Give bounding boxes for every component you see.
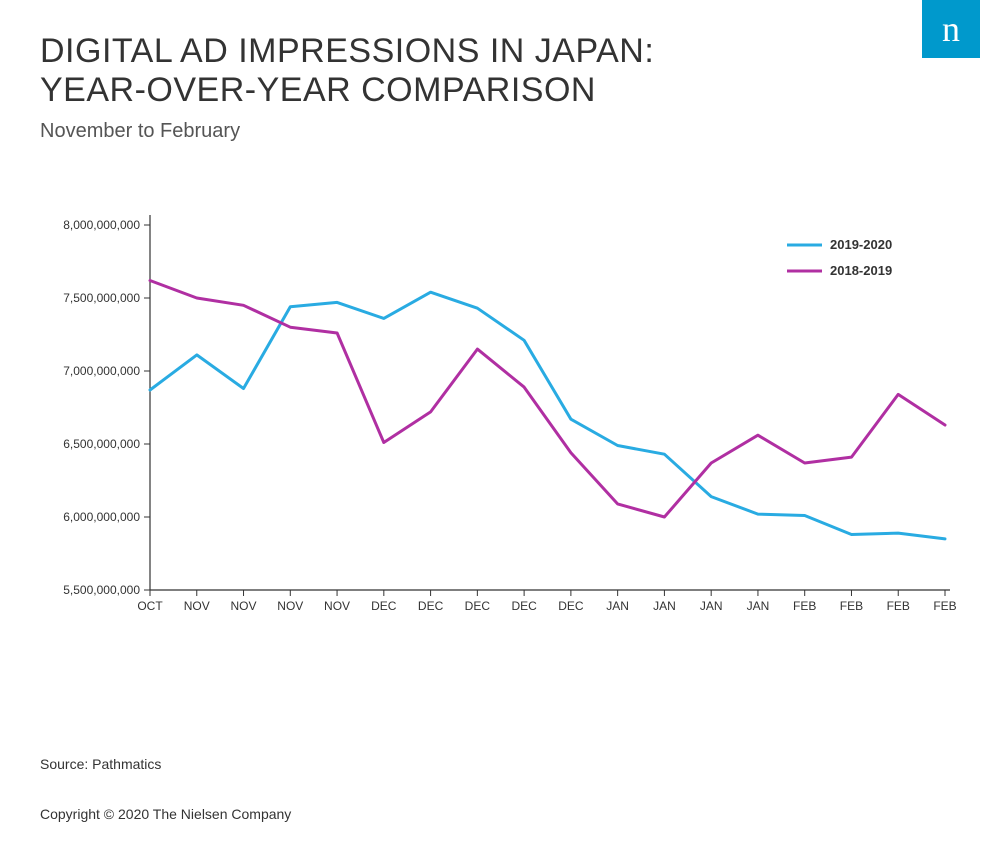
header: DIGITAL AD IMPRESSIONS IN JAPAN: YEAR-OV… xyxy=(0,0,1000,143)
svg-text:DEC: DEC xyxy=(418,599,444,613)
legend-label: 2018-2019 xyxy=(830,263,892,278)
svg-text:NOV: NOV xyxy=(277,599,303,613)
source-attribution: Source: Pathmatics xyxy=(40,756,161,772)
series-2018-2019 xyxy=(150,281,945,518)
svg-text:NOV: NOV xyxy=(231,599,257,613)
svg-text:8,000,000,000: 8,000,000,000 xyxy=(63,218,140,232)
svg-text:7,500,000,000: 7,500,000,000 xyxy=(63,291,140,305)
svg-text:OCT: OCT xyxy=(137,599,163,613)
page-title: DIGITAL AD IMPRESSIONS IN JAPAN: YEAR-OV… xyxy=(40,32,960,110)
svg-text:JAN: JAN xyxy=(606,599,629,613)
svg-text:6,500,000,000: 6,500,000,000 xyxy=(63,437,140,451)
svg-text:FEB: FEB xyxy=(887,599,910,613)
title-line-1: DIGITAL AD IMPRESSIONS IN JAPAN: xyxy=(40,32,654,70)
brand-logo-badge: n xyxy=(922,0,980,58)
series-2019-2020 xyxy=(150,292,945,539)
impressions-line-chart: 5,500,000,000 6,000,000,000 6,500,000,000 7… xyxy=(40,195,960,665)
legend-label: 2019-2020 xyxy=(830,237,892,252)
svg-text:5,500,000,000: 5,500,000,000 xyxy=(63,583,140,597)
svg-text:DEC: DEC xyxy=(371,599,397,613)
svg-text:JAN: JAN xyxy=(747,599,770,613)
chart-svg: 5,500,000,000 6,000,000,000 6,500,000,000 7… xyxy=(40,195,960,665)
svg-text:FEB: FEB xyxy=(840,599,863,613)
svg-text:7,000,000,000: 7,000,000,000 xyxy=(63,364,140,378)
brand-logo-glyph: n xyxy=(942,8,960,50)
svg-text:FEB: FEB xyxy=(933,599,956,613)
svg-text:6,000,000,000: 6,000,000,000 xyxy=(63,510,140,524)
copyright-notice: Copyright © 2020 The Nielsen Company xyxy=(40,806,291,822)
svg-text:NOV: NOV xyxy=(324,599,350,613)
page-subtitle: November to February xyxy=(40,120,960,143)
svg-text:DEC: DEC xyxy=(558,599,584,613)
title-line-2: YEAR-OVER-YEAR COMPARISON xyxy=(40,71,596,109)
svg-text:DEC: DEC xyxy=(465,599,491,613)
svg-text:NOV: NOV xyxy=(184,599,210,613)
svg-text:JAN: JAN xyxy=(700,599,723,613)
svg-text:DEC: DEC xyxy=(511,599,537,613)
svg-text:JAN: JAN xyxy=(653,599,676,613)
svg-text:FEB: FEB xyxy=(793,599,816,613)
